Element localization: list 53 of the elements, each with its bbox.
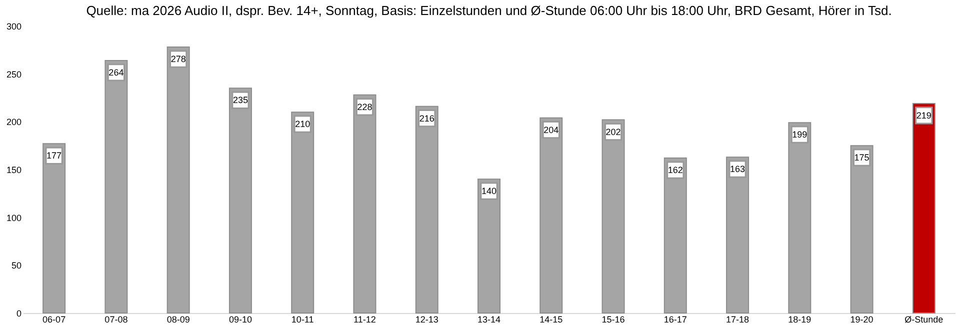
x-tick-label: 19-20: [850, 314, 874, 324]
x-tick-label: 13-14: [477, 314, 501, 324]
y-tick-label: 150: [6, 165, 22, 175]
data-label: 210: [295, 119, 310, 130]
data-label: 175: [854, 152, 870, 163]
bar: [415, 106, 438, 314]
x-tick-label: 07-08: [104, 314, 128, 324]
bar: [912, 102, 936, 314]
data-label: 278: [170, 54, 186, 64]
bar: [42, 143, 66, 314]
data-label: 264: [108, 67, 124, 78]
data-label: 219: [916, 110, 932, 120]
bar: [166, 46, 190, 314]
x-tick-label: 08-09: [166, 314, 190, 324]
data-label: 235: [232, 95, 248, 106]
x-tick-label: 10-11: [291, 314, 314, 324]
bar: [788, 122, 812, 314]
x-tick-label: 16-17: [664, 314, 687, 324]
y-tick-label: 100: [6, 212, 22, 223]
data-label: 228: [357, 102, 372, 112]
bar: [664, 158, 687, 314]
bar: [850, 145, 874, 314]
data-label: 177: [46, 150, 62, 161]
x-tick-label: Ø-Stunde: [904, 314, 944, 324]
x-tick-label: 14-15: [540, 314, 563, 324]
x-tick-label: 06-07: [42, 314, 66, 324]
data-label: 162: [668, 165, 683, 176]
chart-title: Quelle: ma 2026 Audio II, dspr. Bev. 14+, Sonntag, Basis: Einzelstunden und Ø-Stunde 06:00 Uhr bis 18:00 Uhr, BRD Gesamt, Hörer in Tsd.: [86, 3, 892, 18]
bar: [726, 156, 750, 314]
x-tick-label: 15-16: [602, 314, 625, 324]
data-label: 140: [481, 186, 497, 196]
bar: [228, 88, 252, 314]
y-tick-label: 300: [6, 22, 22, 32]
x-tick-label: 17-18: [726, 314, 750, 324]
x-tick-label: 18-19: [788, 314, 812, 324]
bar: [291, 112, 314, 314]
y-tick-label: 250: [6, 69, 22, 80]
data-label: 163: [730, 164, 746, 174]
y-tick-label: 0: [16, 308, 22, 318]
bar: [602, 119, 625, 314]
y-tick-label: 200: [6, 117, 22, 128]
x-tick-label: 09-10: [228, 314, 252, 324]
data-label: 204: [544, 124, 559, 135]
data-label: 202: [606, 126, 621, 137]
bar: [478, 178, 500, 314]
data-label: 199: [792, 130, 808, 140]
x-tick-label: 11-12: [354, 314, 376, 324]
y-tick-label: 50: [11, 260, 22, 271]
bar: [353, 94, 376, 314]
bar: [540, 117, 563, 314]
data-label: 216: [419, 113, 434, 124]
x-tick-label: 12-13: [415, 314, 438, 324]
bar: [104, 60, 128, 314]
